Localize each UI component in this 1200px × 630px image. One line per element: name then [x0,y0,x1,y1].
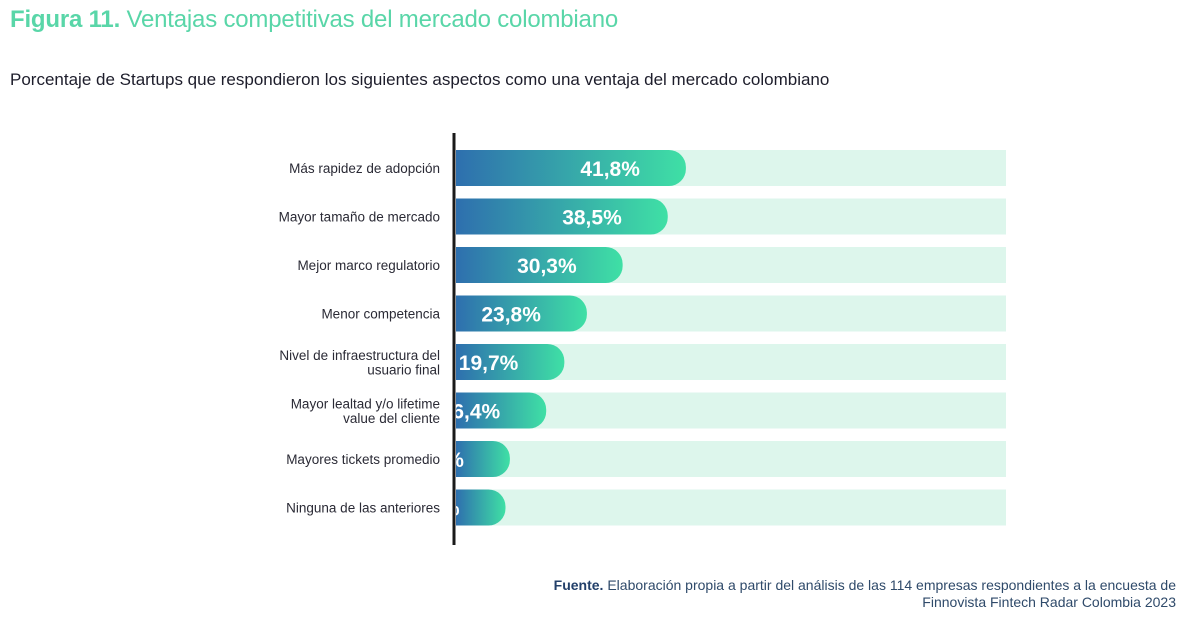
source-label: Fuente. [553,577,604,593]
bar [456,392,547,429]
category-label-line: Mayor lealtad y/o lifetime [291,396,440,411]
bar-value-label: 23,8% [481,304,541,327]
category-label: Mayor tamaño de mercado [279,210,440,225]
bar-track [456,392,1006,429]
bar-value-label: 16,4% [441,401,501,424]
bar-value-label: 38,5% [562,207,622,230]
category-label: Ninguna de las anteriores [286,501,440,516]
category-label: Nivel de infraestructura del usuario fina… [279,348,440,378]
category-label-line: value del cliente [343,411,440,426]
source-note: Fuente. Elaboración propia a partir del … [536,577,1176,611]
bar [456,295,587,332]
bar-value-label: 19,7% [459,352,519,375]
bar [456,150,686,186]
category-label-line: Nivel de infraestructura del [279,348,440,363]
bar-value-label: 9% [429,498,460,521]
bar [456,344,565,380]
bar-value-label: 30,3% [517,255,577,278]
category-label-line: Menor competencia [321,307,440,322]
figure-title: Figura 11. Ventajas competitivas del mer… [10,6,618,34]
chart-subtitle: Porcentaje de Startups que respondieron … [10,70,830,89]
bar-value-label: 41,8% [580,158,640,181]
bar [456,489,506,526]
source-text: Elaboración propia a partir del análisis… [607,577,1176,610]
category-label-line: usuario final [367,362,440,377]
category-label-line: Mejor marco regulatorio [297,258,440,273]
category-label: Menor competencia [321,307,440,322]
category-label-line: Ninguna de las anteriores [286,501,440,516]
bar-track [456,441,1006,477]
category-label: Mayor lealtad y/o lifetime value del clie… [291,396,440,426]
category-label-line: Más rapidez de adopción [289,161,440,176]
figure-label: Figura 11. [10,6,121,33]
category-label-line: Mayor tamaño de mercado [279,210,440,225]
category-label: Mayores tickets promedio [286,452,440,467]
figure-title-text: Ventajas competitivas del mercado colomb… [126,6,619,33]
bar-track [456,489,1006,526]
bar [456,198,668,235]
category-label: Mejor marco regulatorio [297,258,440,273]
bar [456,441,510,477]
bar [456,247,623,283]
bar-value-label: 9,8% [416,449,464,472]
category-label: Más rapidez de adopción [289,161,440,176]
category-label-line: Mayores tickets promedio [286,452,440,467]
